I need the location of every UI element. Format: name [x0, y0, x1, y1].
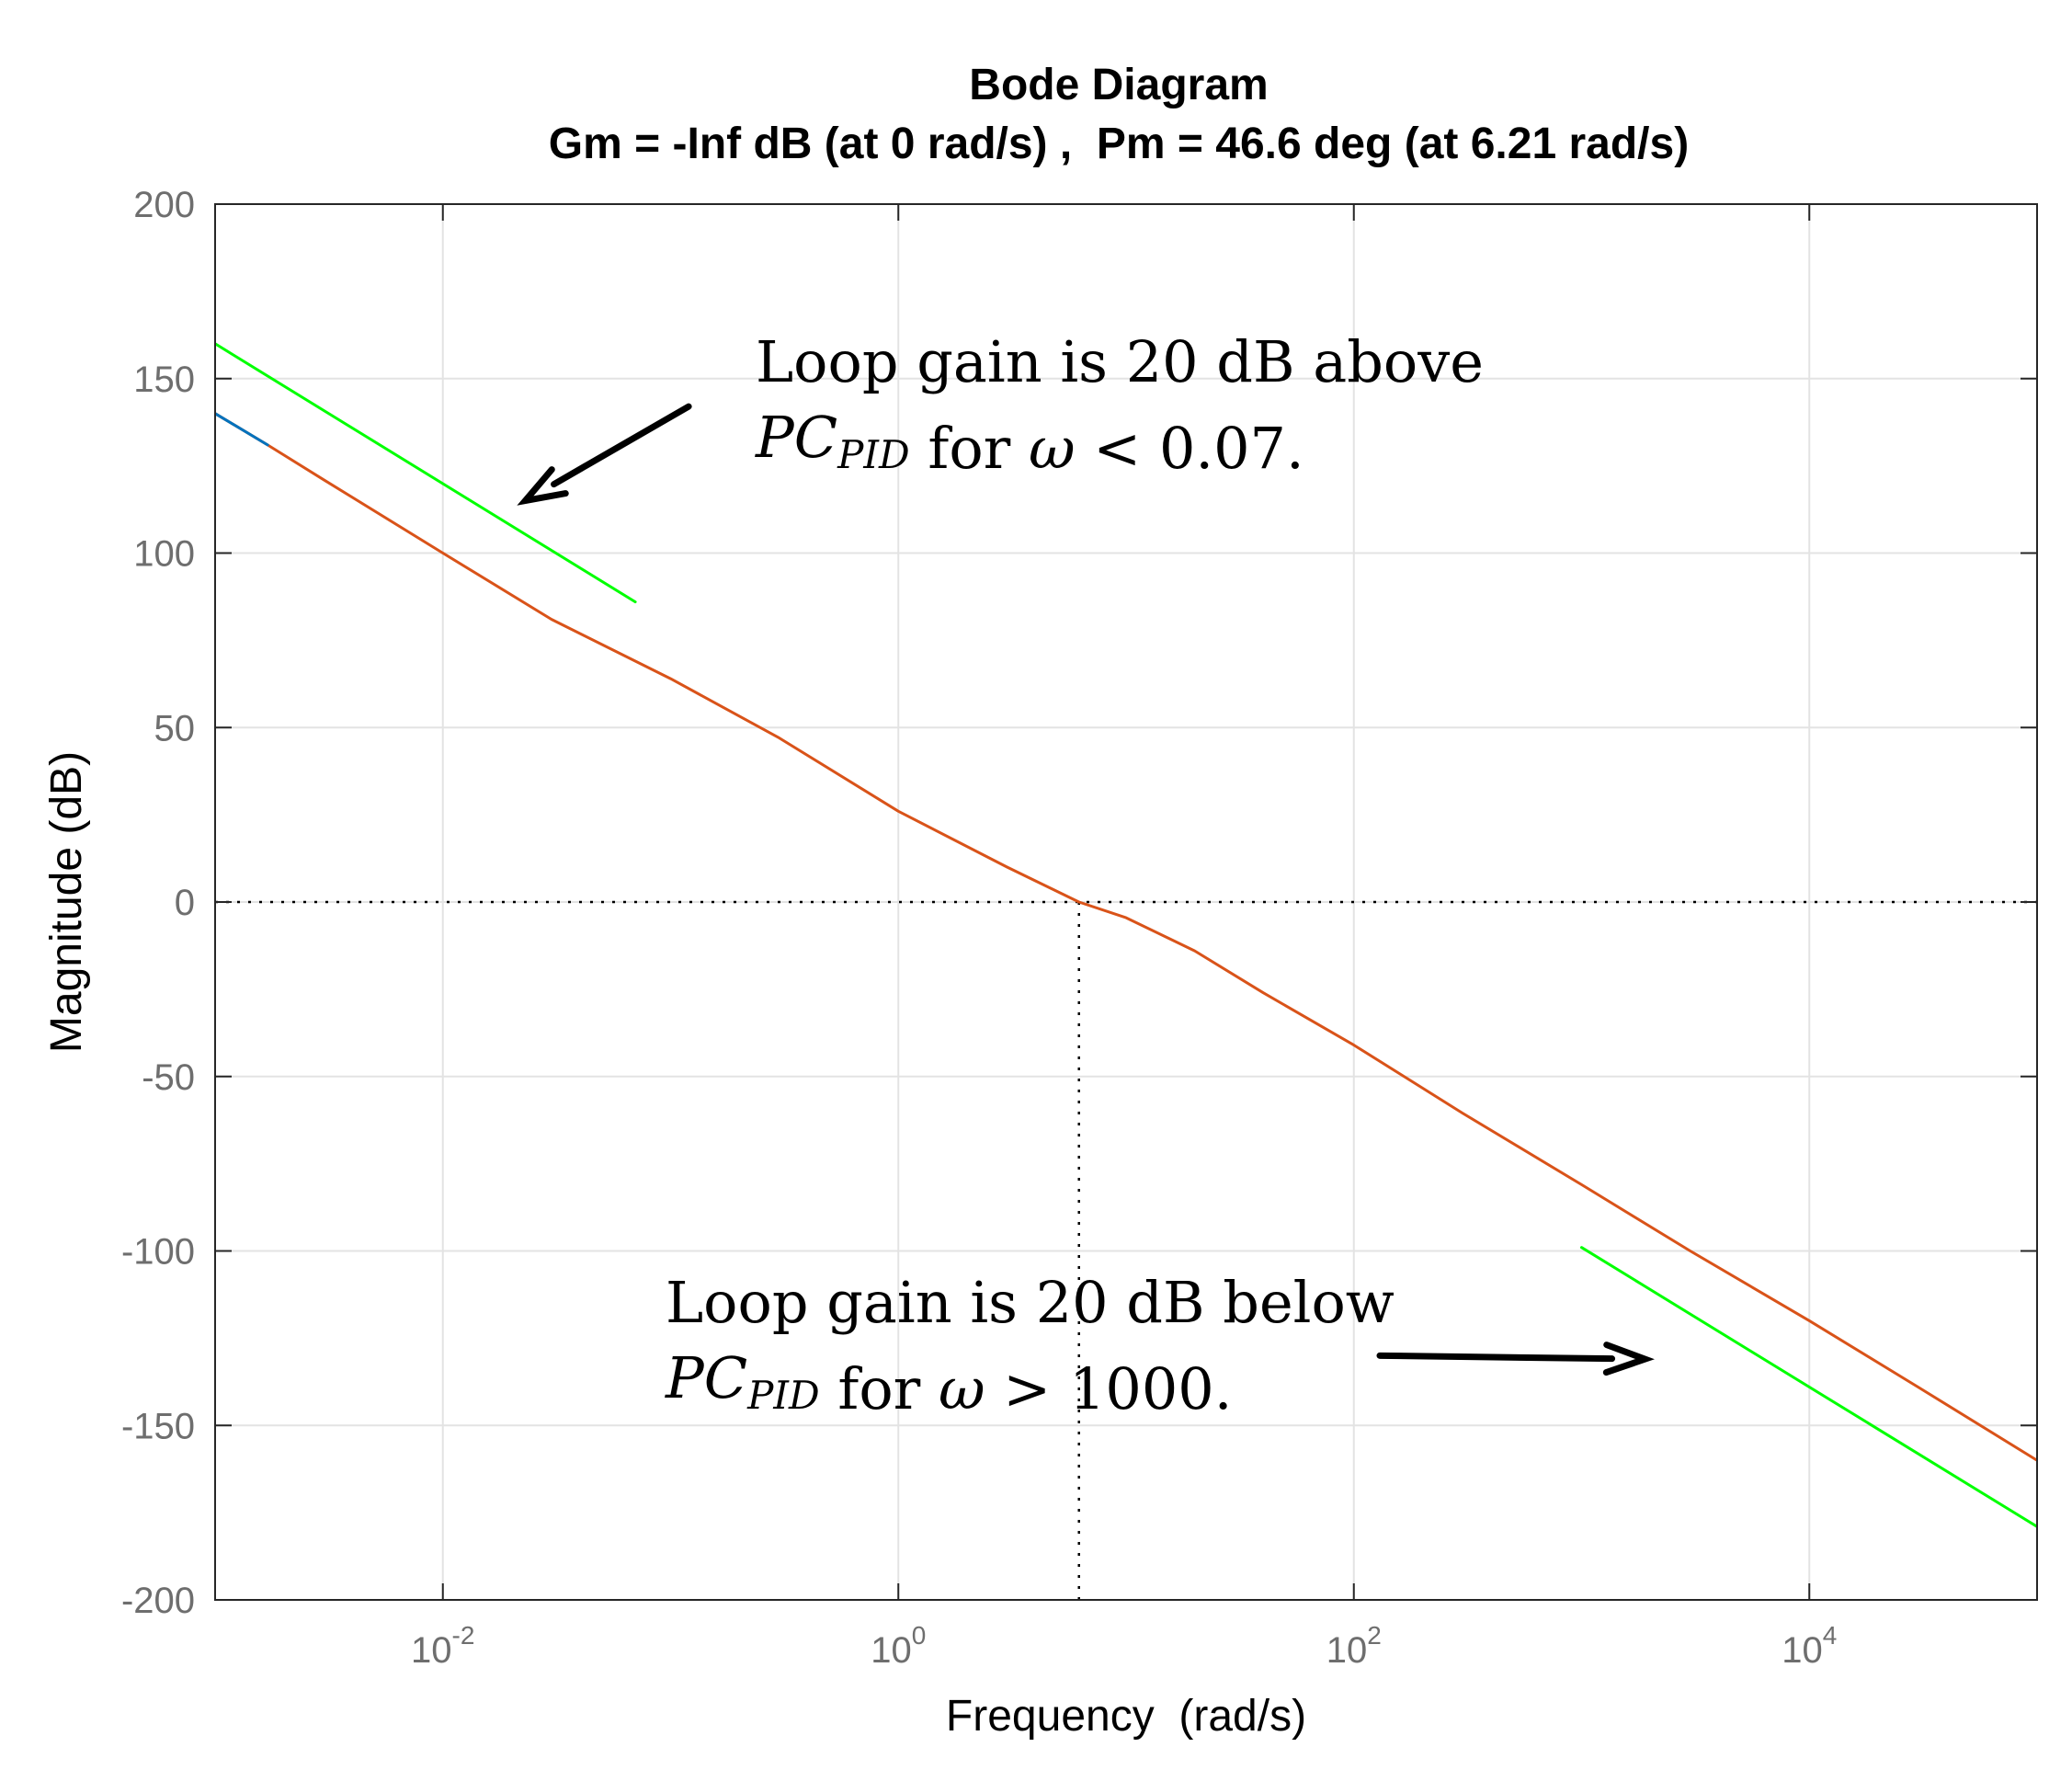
x-tick-label: 100	[871, 1621, 926, 1671]
y-axis-label: Magnitude (dB)	[42, 751, 91, 1053]
y-tick-label: 50	[154, 708, 196, 748]
chart-subtitle: Gm = -Inf dB (at 0 rad/s) , Pm = 46.6 de…	[549, 120, 1689, 168]
annotation-arrow-2	[1376, 1352, 1616, 1363]
annotation-text-1: Loop gain is 20 dB above	[756, 328, 1484, 395]
y-tick-label: 100	[133, 534, 195, 575]
y-tick-labels: 200 150 100 50 0 -50 -100 -150 -200	[121, 185, 195, 1621]
series-line-3	[1580, 1246, 2037, 1528]
x-tick-labels: 10-2 100 102 104	[411, 1621, 1837, 1671]
y-tick-label: 200	[133, 185, 195, 225]
x-axis-label: Frequency (rad/s)	[946, 1692, 1306, 1741]
x-tick-label: 104	[1782, 1621, 1837, 1671]
annotation-text-1: PCPID for ω < 0.07.	[755, 404, 1304, 482]
annotation-arrowhead-1	[517, 466, 569, 506]
y-tick-label: -150	[121, 1406, 195, 1446]
tick-marks	[215, 203, 2037, 1601]
y-tick-label: 0	[175, 883, 195, 923]
annotation-text-2: Loop gain is 20 dB below	[666, 1269, 1395, 1336]
series-group	[215, 342, 2037, 1528]
series-line-1	[215, 412, 2037, 1462]
annotation-arrowhead-2	[1602, 1342, 1655, 1376]
y-tick-label: -200	[121, 1581, 195, 1621]
y-tick-label: 150	[133, 360, 195, 400]
series-line-4	[215, 412, 269, 447]
y-tick-label: -50	[142, 1057, 195, 1098]
x-tick-label: 10-2	[411, 1621, 474, 1671]
chart-title: Bode Diagram	[969, 61, 1268, 109]
x-tick-label: 102	[1326, 1621, 1382, 1671]
annotation-arrow-1	[551, 403, 692, 488]
y-tick-label: -100	[121, 1232, 195, 1273]
series-line-2	[215, 342, 637, 604]
annotations: Loop gain is 20 dB above PCPID for ω < 0.…	[517, 328, 1655, 1422]
annotation-text-2: PCPID for ω > 1000.	[665, 1344, 1232, 1422]
